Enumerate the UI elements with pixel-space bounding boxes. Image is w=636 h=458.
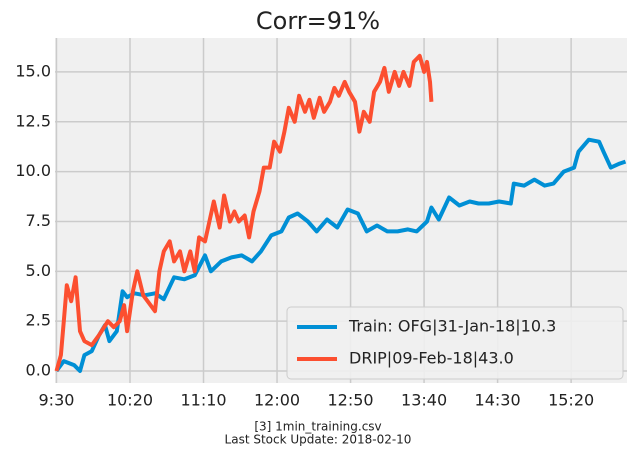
x-tick-label: 15:20 [548,391,594,410]
x-tick-label: 10:20 [107,391,153,410]
line-series [54,137,627,373]
chart-title: Corr=91% [256,7,380,35]
x-tick-label: 13:40 [401,391,447,410]
note: [3] 1min_training.csv [254,420,381,434]
legend-label: Train: OFG|31-Jan-18|10.3 [348,317,556,336]
y-tick-label: 7.5 [26,211,51,230]
x-tick-label: 9:30 [39,391,75,410]
legend-box [286,306,624,380]
x-tick-label: 11:10 [180,391,226,410]
legend-label: DRIP|09-Feb-18|43.0 [349,349,514,368]
y-tick-label: 2.5 [26,311,51,330]
y-tick-label: 12.5 [15,111,51,130]
y-tick-label: 15.0 [15,61,51,80]
y-tick-label: 10.0 [15,161,51,180]
x-tick-label: 14:30 [475,391,521,410]
y-tick-label: 0.0 [26,361,51,380]
line-series [54,53,434,372]
y-tick-label: 5.0 [26,261,51,280]
x-tick-label: 12:50 [328,391,374,410]
note: Last Stock Update: 2018-02-10 [225,433,412,447]
x-tick-label: 12:00 [254,391,300,410]
